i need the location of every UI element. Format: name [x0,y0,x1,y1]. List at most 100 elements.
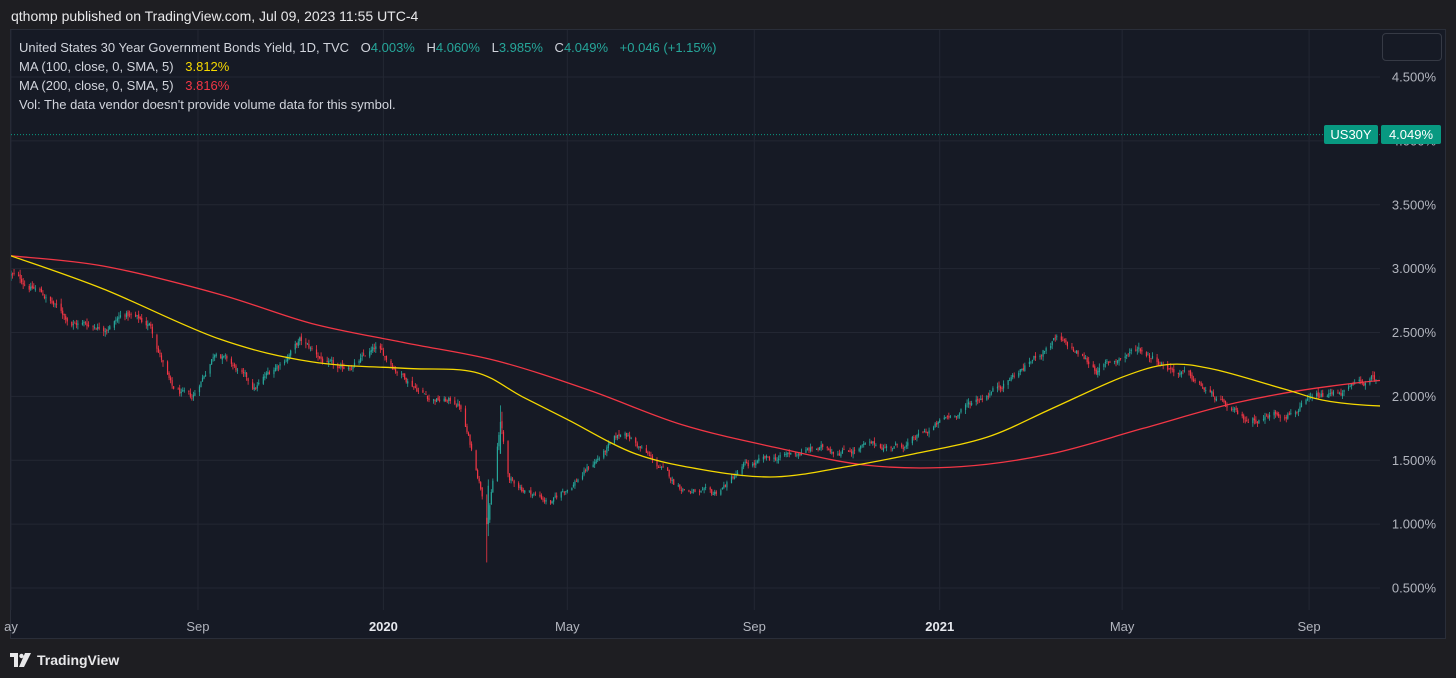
candle-body [233,364,236,366]
candle-body [109,326,111,330]
candle-body [922,432,924,434]
candle-body [119,315,122,318]
candle-body [530,490,532,495]
candle-body [337,364,339,369]
candle-body [170,377,172,381]
candle-body [1103,363,1105,367]
candle-body [1234,408,1236,410]
legend-ma200-row[interactable]: MA (200, close, 0, SMA, 5) 3.816% [19,76,717,95]
price-tick-label: 4.500% [1392,70,1437,85]
candle-body [1246,420,1248,422]
ma200-line[interactable] [11,164,1456,469]
price-axis[interactable]: 4.500%4.000%3.500%3.000%2.500%2.000%1.50… [1392,70,1437,596]
tradingview-logo[interactable]: TradingView [10,652,119,668]
candle-body [1124,356,1126,359]
candle-body [338,367,340,369]
candle-body [1247,422,1249,424]
candle-body [849,450,851,453]
symbol-badge: US30Y [1324,125,1378,145]
candle-body [1191,374,1193,380]
candle-body [224,354,226,356]
candle-body [907,442,909,446]
candle-body [138,314,140,319]
candle-body [986,395,988,400]
candle-body [534,493,536,495]
candles [11,268,1440,563]
candle-body [1439,419,1440,421]
candle-body [381,348,383,351]
time-tick-label: Sep [186,619,209,634]
ma100-line[interactable] [11,159,1456,478]
candle-body [65,316,67,320]
candle-body [331,359,333,361]
candle-body [531,494,533,496]
candle-body [1262,418,1265,420]
gridlines [10,30,1380,610]
candle-body [1138,347,1140,349]
legend-ma100-row[interactable]: MA (100, close, 0, SMA, 5) 3.812% [19,57,717,76]
candle-body [507,441,509,474]
candle-body [753,462,755,465]
candle-body [11,273,14,275]
candle-body [609,442,611,445]
candle-body [166,361,169,375]
chart-settings-box[interactable] [1382,33,1442,61]
candle-body [522,490,524,492]
candle-body [361,354,363,358]
candle-body [778,458,780,461]
candle-body [24,284,26,286]
candle-body [1189,370,1192,376]
candle-body [743,463,745,467]
candle-body [87,325,90,327]
candle-body [872,441,874,443]
candle-body [230,358,232,364]
candle-body [958,413,961,416]
candle-body [83,322,85,323]
candle-body [1088,361,1090,365]
candle-body [1427,406,1428,407]
candle-body [425,394,427,396]
candle-body [648,454,650,456]
candle-body [1139,348,1141,352]
candle-body [28,285,30,290]
candle-body [1252,417,1254,424]
candle-body [1278,413,1280,417]
candle-body [715,491,717,494]
chart-panel[interactable] [10,29,1446,639]
candle-body [1085,358,1087,360]
candle-body [63,314,65,316]
candle-body [741,466,743,474]
candle-body [45,297,47,299]
candle-body [542,498,544,501]
candle-body [277,366,280,368]
candle-body [811,446,813,449]
candle-body [265,373,267,376]
candle-body [264,376,266,379]
candle-body [1316,393,1318,397]
candle-body [385,355,388,360]
candle-body [936,423,938,425]
candle-body [543,500,546,502]
candle-body [1019,369,1021,373]
candle-body [933,427,935,431]
candle-body [402,373,404,375]
candle-body [1273,412,1275,416]
candle-body [518,483,520,488]
candle-body [139,317,141,320]
candle-body [1053,337,1055,341]
candle-body [638,446,640,448]
candle-body [1034,356,1037,358]
candle-body [806,448,809,450]
time-axis[interactable]: aySep2020MaySep2021MaySep2022MaySep2023M… [4,619,1456,634]
candle-body [904,447,906,448]
candle-body [470,443,473,450]
candle-body [1253,418,1255,421]
candle-body [370,349,372,353]
candle-body [796,454,798,456]
candle-body [75,323,77,325]
legend-main-row[interactable]: United States 30 Year Government Bonds Y… [19,38,717,57]
candle-body [735,473,737,477]
candle-body [422,390,424,393]
candle-body [607,443,609,448]
